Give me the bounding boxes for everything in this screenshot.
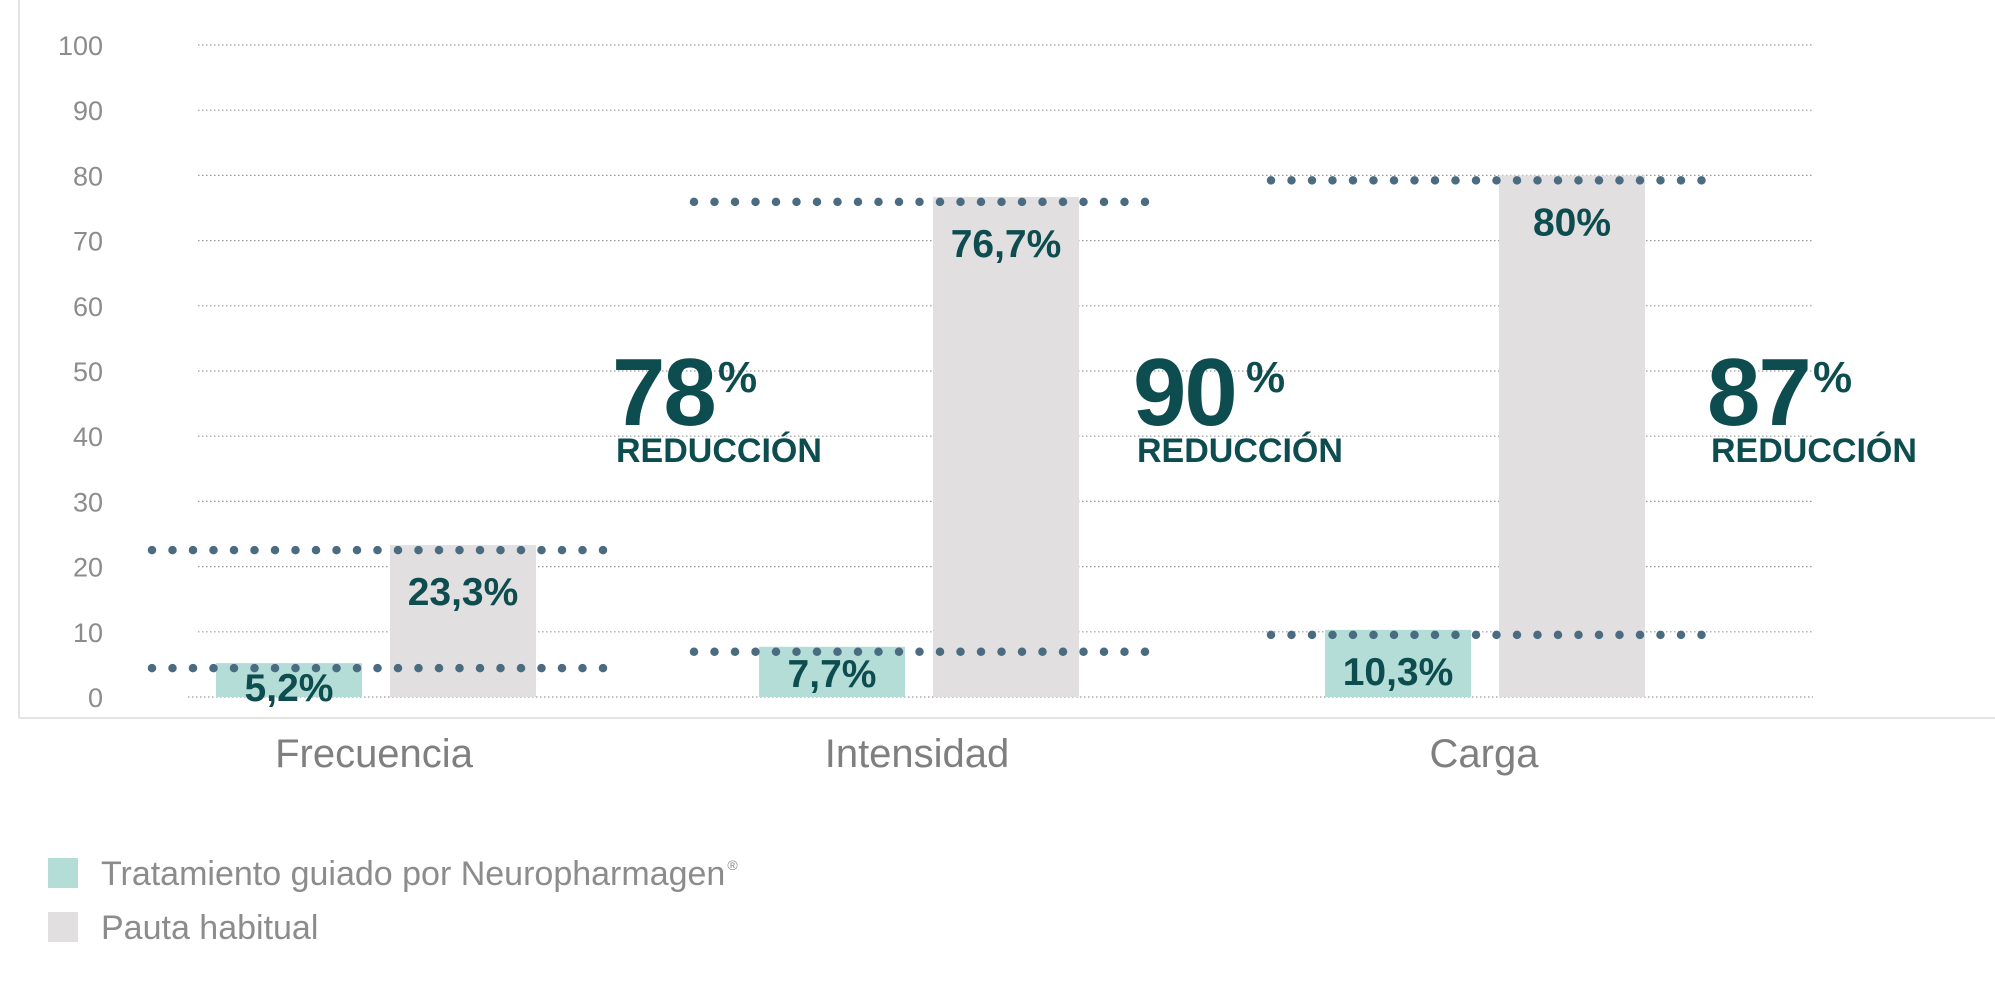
reduction-label: REDUCCIÓN xyxy=(616,432,822,470)
bar-neuropharmagen-carga xyxy=(1325,629,1471,697)
bar-pauta-habitual-carga xyxy=(1499,175,1645,697)
reduction-value: 87 xyxy=(1707,339,1810,446)
bar-label-neuropharmagen-carga: 10,3% xyxy=(1343,651,1454,694)
reduction-percent-sign: % xyxy=(718,353,757,402)
y-tick-label: 30 xyxy=(73,487,103,517)
y-tick-label: 50 xyxy=(73,357,103,387)
reduction-label: REDUCCIÓN xyxy=(1711,432,1917,470)
reduction-value: 78 xyxy=(612,339,715,446)
plot-frame xyxy=(18,0,1995,719)
y-tick-label: 60 xyxy=(73,292,103,322)
bar-value-labels: 5,2% 23,3% 7,7% 76,7% 10,3% 80% xyxy=(245,201,1611,710)
bars xyxy=(216,175,1645,697)
x-category-label: Frecuencia xyxy=(275,732,474,776)
reduction-label: REDUCCIÓN xyxy=(1137,432,1343,470)
y-tick-label: 70 xyxy=(73,227,103,257)
y-tick-label: 80 xyxy=(73,161,103,191)
legend-label: Pauta habitual xyxy=(101,909,318,947)
legend: Tratamiento guiado por Neuropharmagen ® Pa… xyxy=(48,855,738,947)
reduction-value: 90 xyxy=(1133,339,1236,446)
bar-label-neuropharmagen-intensidad: 7,7% xyxy=(788,653,877,696)
x-axis-categories: Frecuencia Intensidad Carga xyxy=(275,732,1539,776)
bar-label-pauta-habitual-carga: 80% xyxy=(1533,201,1611,244)
legend-label: Tratamiento guiado por Neuropharmagen xyxy=(101,855,725,893)
legend-swatch xyxy=(48,912,78,942)
bar-label-pauta-habitual-frecuencia: 23,3% xyxy=(408,571,519,614)
legend-registered-mark: ® xyxy=(727,857,738,873)
y-axis-ticks: 0 10 20 30 40 50 60 70 80 90 100 xyxy=(58,31,103,713)
y-tick-label: 20 xyxy=(73,553,103,583)
x-category-label: Intensidad xyxy=(825,732,1010,776)
y-tick-label: 0 xyxy=(88,683,103,713)
dotted-reference-lines xyxy=(147,176,1713,673)
legend-swatch xyxy=(48,858,78,888)
reduction-percent-sign: % xyxy=(1246,353,1285,402)
y-tick-label: 40 xyxy=(73,422,103,452)
y-tick-label: 90 xyxy=(73,96,103,126)
y-tick-label: 10 xyxy=(73,618,103,648)
bar-pauta-habitual-intensidad xyxy=(933,196,1079,697)
x-category-label: Carga xyxy=(1430,732,1540,776)
bar-pauta-habitual-frecuencia xyxy=(390,545,536,697)
y-tick-label: 100 xyxy=(58,31,103,61)
bar-label-neuropharmagen-frecuencia: 5,2% xyxy=(245,667,334,710)
bar-label-pauta-habitual-intensidad: 76,7% xyxy=(951,223,1062,266)
reduction-percent-sign: % xyxy=(1813,353,1852,402)
